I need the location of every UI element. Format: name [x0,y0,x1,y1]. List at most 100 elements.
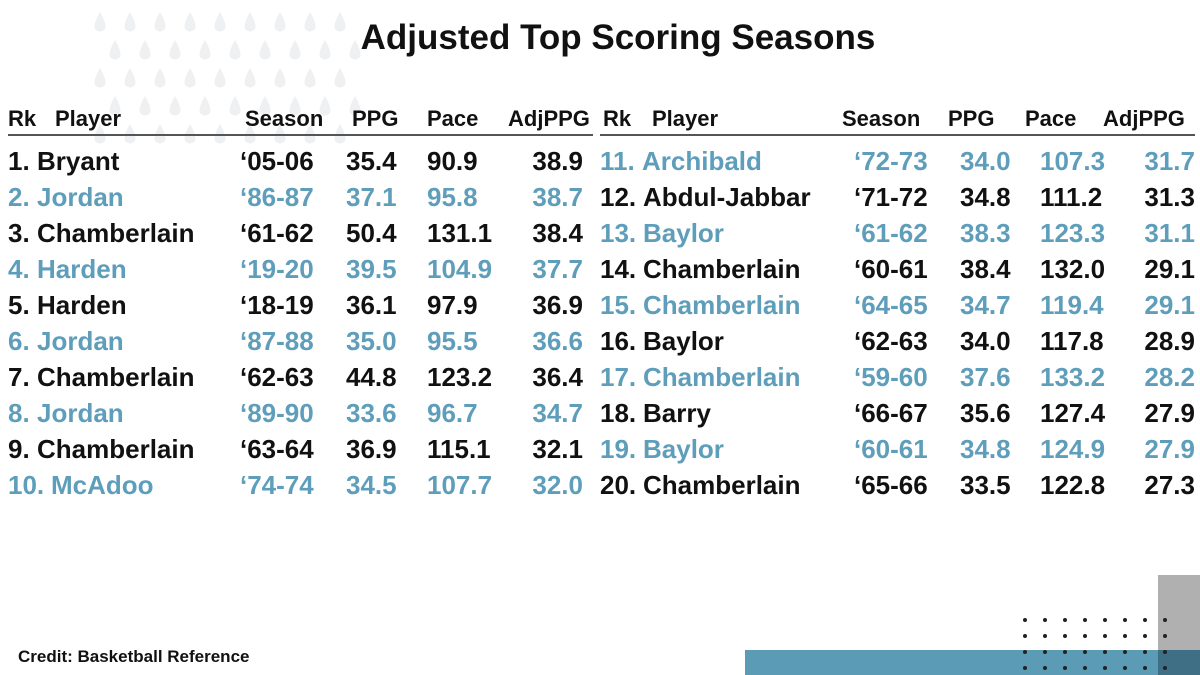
rank: 10. [8,470,45,500]
column-header: Pace [427,106,479,131]
season: ‘60-61 [854,434,928,464]
adj-ppg: 27.9 [1144,398,1195,428]
rank: 18. [600,398,637,428]
rank: 20. [600,470,637,500]
pace: 117.8 [1040,326,1104,356]
season: ‘66-67 [854,398,928,428]
pace: 107.7 [427,470,493,500]
season: ‘86-87 [240,182,314,212]
rank: 9. [8,434,30,464]
season: ‘60-61 [854,254,928,284]
pace: 122.8 [1040,470,1106,500]
player: Chamberlain [37,362,195,392]
column-header: Season [245,106,324,131]
credit: Credit: Basketball Reference [18,647,250,666]
adj-ppg: 31.1 [1144,218,1195,248]
rank: 11. [600,146,635,176]
player: Jordan [37,326,124,356]
column-header: Player [652,106,719,131]
player: McAdoo [51,470,154,500]
title: Adjusted Top Scoring Seasons [360,18,876,57]
season: ‘62-63 [240,362,314,392]
adj-ppg: 28.2 [1144,362,1195,392]
pace: 131.1 [427,218,493,248]
rank: 19. [600,434,637,464]
player: Harden [37,254,127,284]
pace: 123.2 [427,362,493,392]
column-header: Pace [1025,106,1077,131]
season: ‘19-20 [240,254,314,284]
season: ‘05-06 [240,146,314,176]
ppg: 34.5 [346,470,397,500]
player: Chamberlain [643,470,801,500]
adj-ppg: 36.4 [532,362,583,392]
player: Chamberlain [37,434,195,464]
adj-ppg: 31.3 [1144,182,1195,212]
rank: 4. [8,254,30,284]
season: ‘59-60 [854,362,928,392]
ppg: 36.9 [346,434,397,464]
pace: 115.1 [427,434,491,464]
season: ‘18-19 [240,290,314,320]
ppg: 35.0 [346,326,397,356]
column-header: PPG [352,106,399,131]
adj-ppg: 29.1 [1144,290,1195,320]
pace: 111.2 [1040,182,1103,212]
adj-ppg: 31.7 [1144,146,1195,176]
ppg: 35.4 [346,146,397,176]
player: Harden [37,290,127,320]
season: ‘65-66 [854,470,928,500]
ppg: 34.0 [960,146,1011,176]
ppg: 33.5 [960,470,1011,500]
player: Chamberlain [643,362,801,392]
rank: 17. [600,362,637,392]
column-header: AdjPPG [1103,106,1185,131]
rank: 15. [600,290,637,320]
rank: 12. [600,182,637,212]
player: Chamberlain [37,218,195,248]
pace: 95.5 [427,326,478,356]
adj-ppg: 32.1 [532,434,583,464]
pace: 127.4 [1040,398,1106,428]
player: Chamberlain [643,290,801,320]
season: ‘71-72 [854,182,928,212]
player: Jordan [37,398,124,428]
season: ‘61-62 [854,218,928,248]
pace: 96.7 [427,398,478,428]
ppg: 37.1 [346,182,397,212]
ppg: 34.8 [960,434,1011,464]
column-header: AdjPPG [508,106,590,131]
rank: 1. [8,146,30,176]
column-header: Rk [8,106,37,131]
rank: 8. [8,398,30,428]
adj-ppg: 27.9 [1144,434,1195,464]
pace: 123.3 [1040,218,1106,248]
player: Baylor [643,326,724,356]
rank: 5. [8,290,30,320]
ppg: 36.1 [346,290,397,320]
ppg: 37.6 [960,362,1011,392]
adj-ppg: 36.9 [532,290,583,320]
player: Abdul-Jabbar [643,182,811,212]
adj-ppg: 27.3 [1144,470,1195,500]
ppg: 33.6 [346,398,397,428]
pace: 104.9 [427,254,493,284]
pace: 119.4 [1040,290,1104,320]
adj-ppg: 38.4 [532,218,583,248]
adj-ppg: 34.7 [532,398,583,428]
pace: 90.9 [427,146,478,176]
adj-ppg: 37.7 [532,254,583,284]
season: ‘64-65 [854,290,928,320]
rank: 3. [8,218,30,248]
ppg: 34.7 [960,290,1011,320]
column-header: Rk [603,106,632,131]
rank: 6. [8,326,30,356]
ppg: 38.3 [960,218,1011,248]
pace: 124.9 [1040,434,1106,464]
adj-ppg: 38.9 [532,146,583,176]
ppg: 34.8 [960,182,1011,212]
ppg: 38.4 [960,254,1011,284]
rank: 13. [600,218,637,248]
adj-ppg: 38.7 [532,182,583,212]
